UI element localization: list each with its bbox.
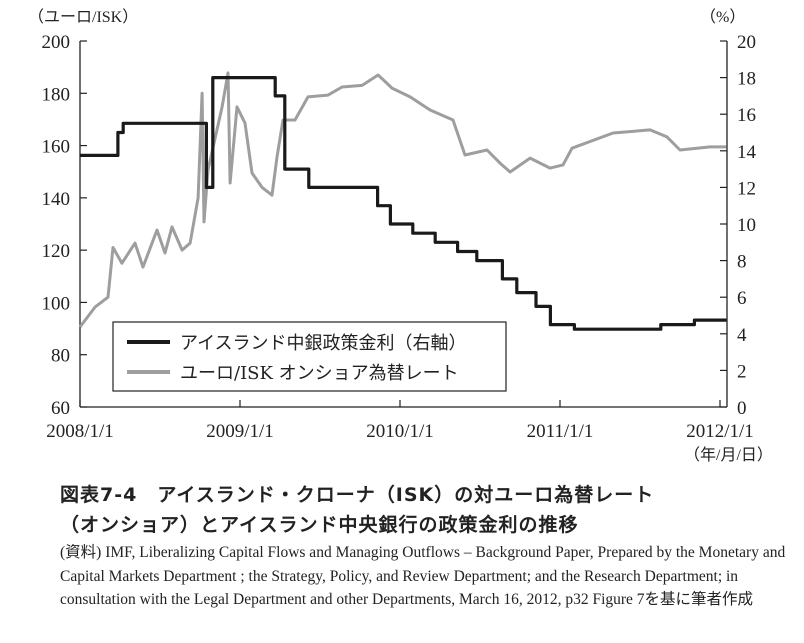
caption-line-2: （オンショア）とアイスランド中央銀行の政策金利の推移 (60, 514, 579, 536)
figure-caption: 図表7-4 アイスランド・クローナ（ISK）の対ユーロ為替レート （オンショア）… (60, 480, 654, 540)
legend-label-policy-rate: アイスランド中銀政策金利（右軸） (180, 333, 467, 354)
legend-label-exchange-rate: ユーロ/ISK オンショア為替レート (180, 363, 459, 384)
left-tick-label: 120 (42, 241, 71, 262)
x-tick-label: 2011/1/1 (527, 421, 594, 442)
legend-box (112, 321, 507, 392)
x-tick-label: 2009/1/1 (206, 421, 274, 442)
left-tick-label: 140 (42, 189, 71, 210)
left-tick-label: 180 (42, 84, 71, 105)
x-axis-unit: （年/月/日） (684, 446, 773, 464)
right-tick-label: 16 (737, 105, 756, 126)
policy-rate-line (80, 76, 727, 331)
right-tick-label: 14 (737, 142, 757, 163)
right-tick-label: 18 (737, 69, 756, 90)
right-axis-unit: （%） (700, 8, 745, 26)
right-tick-label: 20 (737, 32, 756, 53)
left-axis-unit: （ユーロ/ISK） (28, 8, 138, 26)
x-tick-label: 2010/1/1 (366, 421, 434, 442)
exchange-rate-line (78, 71, 727, 328)
left-tick-label: 80 (51, 346, 70, 367)
x-tick-label: 2012/1/1 (686, 421, 754, 442)
source-note: (資料) IMF, Liberalizing Capital Flows and… (60, 544, 786, 608)
x-tick-label: 2008/1/1 (46, 421, 114, 442)
right-tick-label: 6 (737, 288, 747, 309)
caption-line-1: 図表7-4 アイスランド・クローナ（ISK）の対ユーロ為替レート (60, 484, 655, 506)
left-tick-label: 60 (51, 398, 70, 419)
left-tick-label: 100 (42, 293, 71, 314)
chart: 60 80 100 120 140 160 180 200 0 2 4 6 8 10 12 14 16 18 20 2… (28, 8, 773, 464)
right-tick-label: 4 (737, 325, 747, 346)
right-tick-label: 8 (737, 252, 747, 273)
right-tick-label: 12 (737, 178, 756, 199)
left-tick-label: 200 (42, 32, 71, 53)
left-tick-label: 160 (42, 137, 71, 158)
right-tick-label: 2 (737, 361, 747, 382)
right-tick-label: 0 (737, 398, 747, 419)
right-tick-label: 10 (737, 215, 756, 236)
